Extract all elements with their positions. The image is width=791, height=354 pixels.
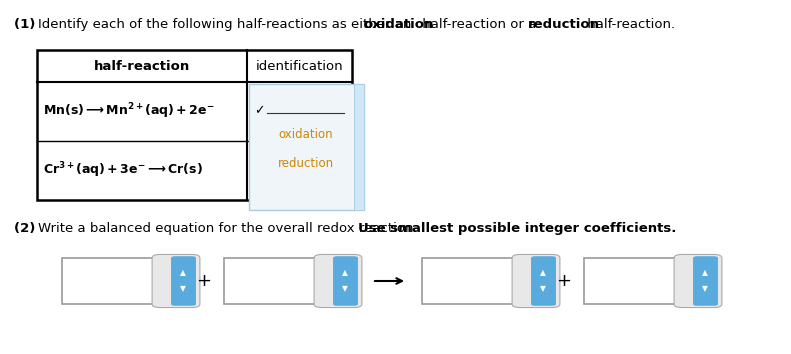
Text: half-reaction.: half-reaction.: [583, 18, 676, 31]
FancyBboxPatch shape: [171, 256, 196, 306]
Bar: [224, 258, 324, 304]
Bar: [37, 50, 352, 200]
FancyBboxPatch shape: [333, 256, 358, 306]
FancyBboxPatch shape: [512, 255, 560, 308]
Text: ▲: ▲: [540, 268, 546, 278]
Text: half-reaction: half-reaction: [94, 59, 190, 73]
Text: $\mathbf{Cr^{3+}(aq) + 3e^{-}\longrightarrow Cr(s)}$: $\mathbf{Cr^{3+}(aq) + 3e^{-}\longrighta…: [43, 161, 202, 180]
Text: reduction: reduction: [528, 18, 600, 31]
Text: Identify each of the following half-reactions as either an: Identify each of the following half-reac…: [38, 18, 416, 31]
Text: (1): (1): [14, 18, 40, 31]
Text: ✓: ✓: [254, 104, 264, 117]
Text: ▼: ▼: [540, 285, 546, 293]
Text: ▲: ▲: [702, 268, 708, 278]
FancyBboxPatch shape: [693, 256, 718, 306]
Text: Write a balanced equation for the overall redox reaction.: Write a balanced equation for the overal…: [38, 222, 422, 235]
FancyBboxPatch shape: [674, 255, 722, 308]
Text: ▲: ▲: [180, 268, 186, 278]
Text: oxidation: oxidation: [363, 18, 433, 31]
Text: ▲: ▲: [342, 268, 348, 278]
Text: +: +: [196, 272, 211, 290]
Text: ▼: ▼: [180, 285, 186, 293]
Bar: [422, 258, 522, 304]
Bar: [584, 258, 684, 304]
Text: +: +: [557, 272, 572, 290]
Text: identification: identification: [255, 59, 343, 73]
Bar: [354, 84, 364, 210]
FancyBboxPatch shape: [531, 256, 556, 306]
Text: Use smallest possible integer coefficients.: Use smallest possible integer coefficien…: [358, 222, 676, 235]
Text: (2): (2): [14, 222, 40, 235]
Text: ▼: ▼: [702, 285, 708, 293]
Text: half-reaction or a: half-reaction or a: [418, 18, 540, 31]
FancyBboxPatch shape: [152, 255, 200, 308]
Text: reduction: reduction: [278, 157, 334, 170]
Bar: [62, 258, 162, 304]
Text: oxidation: oxidation: [278, 128, 333, 141]
Text: $\mathbf{Mn(s)}$$\mathbf{\longrightarrow}$$\mathbf{Mn^{2+}(aq) + 2e^{-}}$: $\mathbf{Mn(s)}$$\mathbf{\longrightarrow…: [43, 102, 214, 121]
Text: ▼: ▼: [342, 285, 348, 293]
Bar: [249, 84, 364, 210]
FancyBboxPatch shape: [314, 255, 362, 308]
